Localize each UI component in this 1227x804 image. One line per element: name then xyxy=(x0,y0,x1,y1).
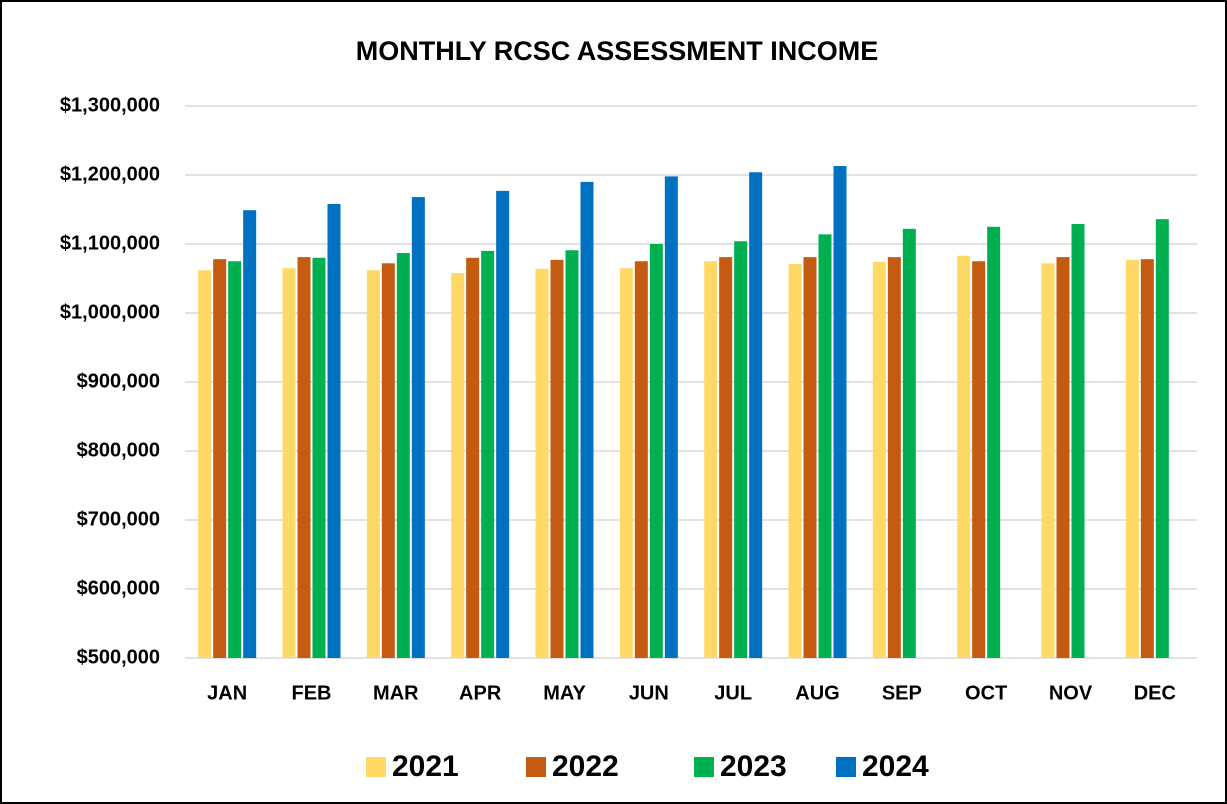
bar xyxy=(734,241,748,659)
bar xyxy=(580,181,594,658)
bar xyxy=(1041,263,1055,658)
x-tick-label: NOV xyxy=(1049,682,1093,704)
bar xyxy=(1056,257,1070,658)
bar xyxy=(957,255,971,659)
x-tick-label: JUN xyxy=(629,682,669,704)
x-tick-label: FEB xyxy=(292,682,332,704)
y-tick-label: $800,000 xyxy=(77,439,160,461)
y-tick-label: $1,000,000 xyxy=(60,301,160,323)
legend-swatch xyxy=(836,757,856,777)
x-tick-label: APR xyxy=(459,682,502,704)
bar xyxy=(887,257,901,658)
y-tick-label: $700,000 xyxy=(77,508,160,530)
bar xyxy=(987,226,1001,658)
bar xyxy=(481,250,495,658)
x-tick-label: SEP xyxy=(882,682,922,704)
bar xyxy=(634,261,648,658)
bar xyxy=(213,259,227,658)
bar xyxy=(396,252,410,658)
bar xyxy=(496,190,510,658)
bar xyxy=(228,261,242,658)
bar xyxy=(902,228,916,658)
bar xyxy=(1155,219,1169,658)
bar xyxy=(312,257,326,658)
bar xyxy=(872,261,886,658)
bar xyxy=(451,272,465,658)
y-tick-label: $1,200,000 xyxy=(60,163,160,185)
bar xyxy=(535,268,549,658)
y-tick-label: $900,000 xyxy=(77,370,160,392)
bar xyxy=(381,263,395,658)
bar xyxy=(749,172,763,659)
y-tick-label: $600,000 xyxy=(77,577,160,599)
y-tick-label: $500,000 xyxy=(77,646,160,668)
bar xyxy=(818,234,832,658)
bar xyxy=(972,261,986,658)
legend-label: 2022 xyxy=(552,750,619,783)
legend-label: 2024 xyxy=(862,750,929,783)
bar xyxy=(282,268,296,658)
bar xyxy=(550,259,564,658)
bar xyxy=(833,166,847,658)
legend-label: 2023 xyxy=(720,750,787,783)
bar xyxy=(803,257,817,658)
x-tick-label: MAR xyxy=(373,682,419,704)
bar xyxy=(719,257,733,658)
bar xyxy=(664,176,678,658)
bar xyxy=(1125,259,1139,658)
legend-label: 2021 xyxy=(392,750,459,783)
bar xyxy=(1140,259,1154,658)
bar xyxy=(1071,223,1085,659)
legend-swatch xyxy=(694,757,714,777)
bar xyxy=(198,270,212,658)
x-tick-label: DEC xyxy=(1134,682,1176,704)
bar xyxy=(619,268,633,658)
x-tick-label: AUG xyxy=(795,682,839,704)
legend-swatch xyxy=(366,757,386,777)
legend-swatch xyxy=(526,757,546,777)
bar xyxy=(565,250,579,658)
x-tick-label: OCT xyxy=(965,682,1007,704)
bar xyxy=(297,257,311,658)
bar xyxy=(411,197,425,658)
x-tick-label: MAY xyxy=(543,682,586,704)
bar xyxy=(466,257,480,658)
bar xyxy=(366,270,380,658)
x-tick-label: JUL xyxy=(714,682,752,704)
y-tick-label: $1,300,000 xyxy=(60,94,160,116)
x-tick-label: JAN xyxy=(207,682,247,704)
bar xyxy=(704,261,718,658)
y-tick-label: $1,100,000 xyxy=(60,232,160,254)
bar xyxy=(243,210,257,658)
bar xyxy=(327,203,341,659)
chart-title: MONTHLY RCSC ASSESSMENT INCOME xyxy=(356,36,879,66)
bar xyxy=(788,264,802,658)
bar xyxy=(649,244,663,658)
